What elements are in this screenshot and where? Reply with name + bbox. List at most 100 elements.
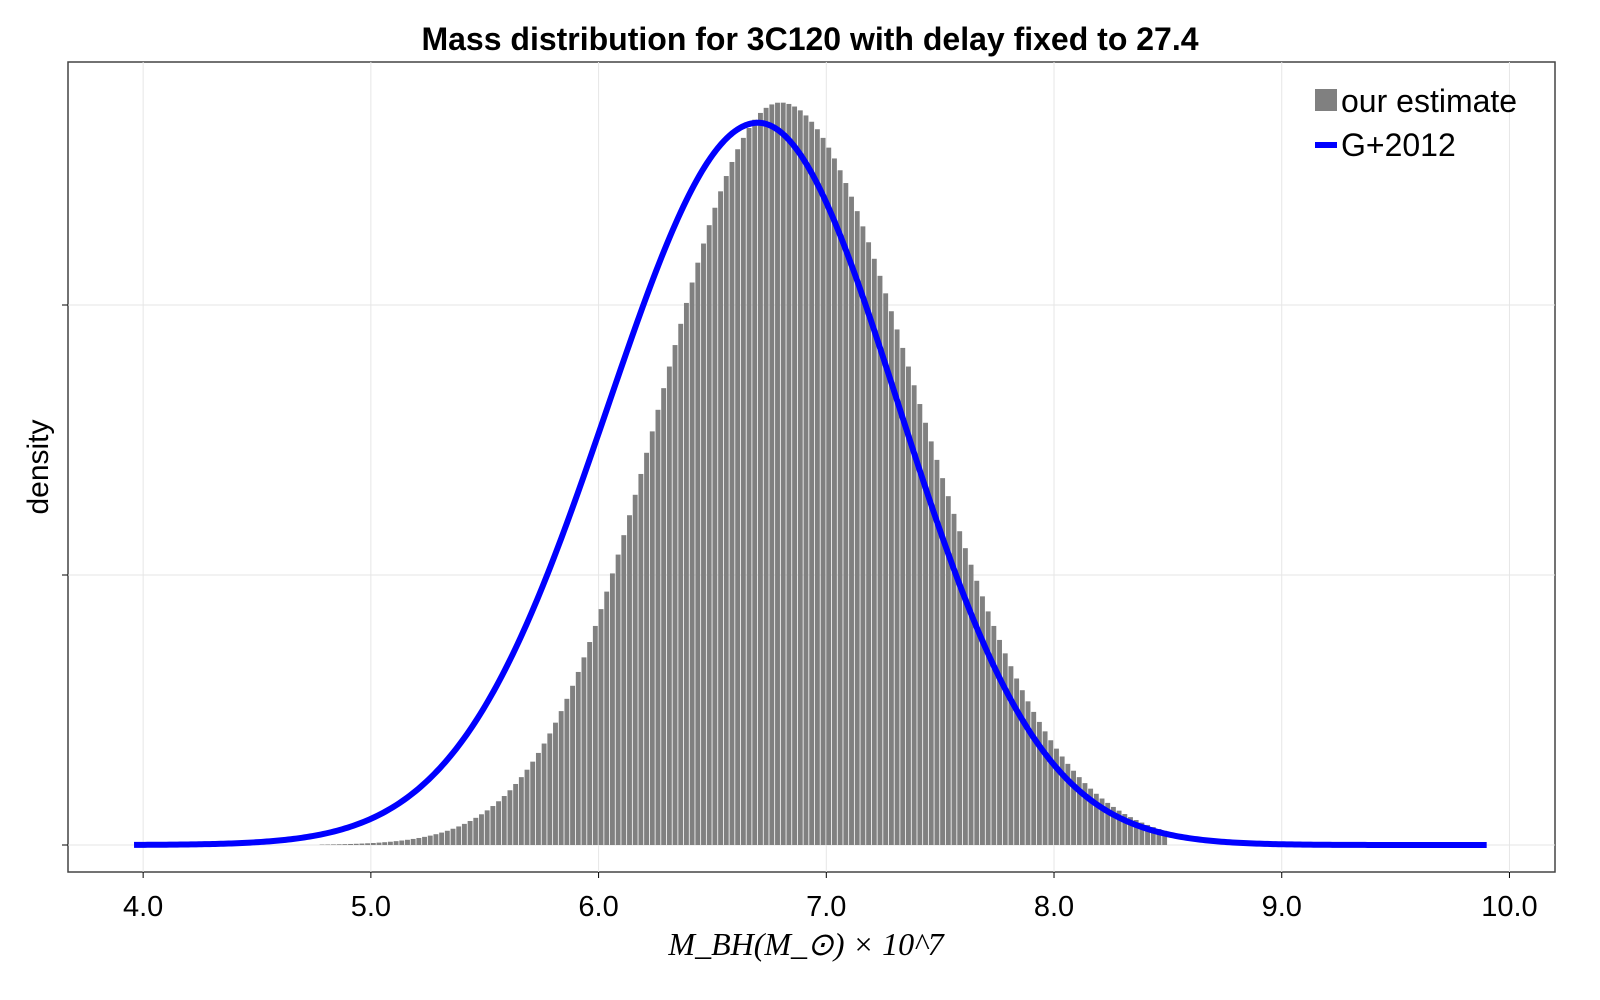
histogram-bar (353, 843, 359, 845)
histogram-bar (1048, 740, 1054, 845)
histogram-bar (547, 733, 553, 845)
histogram-bar (1093, 793, 1099, 845)
histogram-bar (501, 796, 507, 845)
histogram-bar (535, 752, 541, 845)
histogram-bar (917, 404, 923, 845)
histogram-bar (553, 722, 558, 845)
histogram-bar (968, 564, 974, 845)
histogram-bar (831, 158, 837, 846)
histogram-bar (974, 580, 980, 845)
histogram-bar (348, 843, 353, 845)
histogram-bar (450, 828, 456, 845)
histogram-bar (780, 102, 786, 845)
histogram-bar (797, 110, 803, 845)
histogram-bar (1059, 756, 1065, 845)
histogram-bar (672, 345, 678, 845)
histogram-bar (1065, 763, 1071, 845)
x-tick-label: 8.0 (1034, 891, 1074, 923)
histogram-bar (740, 137, 746, 846)
histogram-bar (359, 843, 365, 845)
histogram-bar (814, 129, 820, 845)
histogram-bar (1150, 827, 1156, 845)
histogram-bar (849, 196, 854, 846)
histogram-bar (513, 783, 519, 845)
histogram-bar (752, 119, 758, 845)
histogram-bar (718, 191, 724, 845)
histogram-bar (883, 293, 889, 845)
histogram-bar (1122, 814, 1128, 845)
axis-ticks: 4.0 5.0 6.0 7.0 8.0 9.0 10.0 (62, 304, 1538, 923)
histogram-bar (1002, 653, 1008, 845)
histogram-bar (376, 842, 382, 845)
histogram-bar (1071, 770, 1076, 845)
histogram-bar (644, 452, 650, 845)
histogram-bar (854, 211, 860, 846)
histogram-bar (1088, 788, 1094, 845)
histogram-bar (422, 836, 427, 845)
histogram-bar (1031, 711, 1037, 845)
histogram-bar (427, 835, 433, 845)
histogram-bar (1019, 690, 1025, 845)
histogram-bar (1139, 822, 1145, 845)
legend: our estimate G+2012 (1315, 83, 1517, 163)
histogram-bar (706, 225, 712, 845)
histogram-bar (382, 842, 388, 845)
histogram-bar (575, 671, 581, 845)
histogram-bar (923, 422, 928, 845)
histogram-bar (507, 790, 513, 845)
histogram-bar (763, 107, 769, 846)
histogram-bar (558, 711, 564, 845)
histogram-bar (399, 840, 405, 845)
legend-swatch-g2012 (1315, 142, 1337, 148)
histogram-bar (1008, 666, 1014, 845)
histogram-bar (627, 515, 632, 845)
histogram-bar (661, 388, 667, 845)
histogram-bar (997, 639, 1002, 845)
histogram-bar (342, 844, 348, 845)
histogram-bar (518, 777, 524, 845)
histogram-bar (393, 841, 399, 845)
histogram-bar (405, 839, 410, 845)
histogram-bar (666, 366, 672, 845)
histogram-bar (1014, 678, 1020, 845)
histogram-bar (951, 513, 957, 845)
histogram-bar (809, 121, 815, 846)
histogram-bar (1128, 817, 1133, 845)
histogram-bar (746, 128, 752, 845)
histogram-bar (1036, 721, 1042, 845)
histogram-bar (1076, 777, 1082, 845)
legend-swatch-our-estimate (1315, 89, 1337, 111)
histogram-bar (775, 102, 780, 846)
histogram-bar (735, 149, 741, 845)
histogram-bar (615, 554, 621, 845)
histogram-bar (991, 625, 997, 845)
histogram-bar (484, 810, 490, 845)
x-tick-label: 5.0 (351, 891, 391, 923)
histogram-bar (1110, 806, 1116, 845)
histogram-bar (837, 170, 843, 845)
histogram-bar (860, 226, 866, 845)
histogram-bar (1042, 731, 1048, 845)
histogram-bar (900, 347, 906, 845)
histogram-bar (911, 385, 917, 845)
histogram-bar (467, 821, 473, 845)
histogram-bar (331, 844, 336, 845)
histogram-bar (541, 743, 547, 845)
histogram-bar (888, 311, 894, 845)
histogram-bar (1099, 798, 1105, 845)
histogram-bar (1145, 824, 1151, 845)
histogram-bar (1156, 829, 1162, 845)
histogram-bar (655, 409, 661, 845)
legend-label-g2012: G+2012 (1341, 127, 1456, 163)
histogram-bar (792, 106, 798, 846)
histogram-bar (980, 596, 985, 845)
histogram-bar (957, 531, 963, 845)
histogram-bar (524, 769, 530, 845)
histogram-bar (683, 302, 689, 846)
y-axis-label: density (22, 419, 55, 514)
histogram-bar (473, 817, 479, 845)
histogram-bar (439, 832, 445, 845)
histogram-bar (894, 329, 900, 845)
histogram-bar (1025, 701, 1031, 845)
